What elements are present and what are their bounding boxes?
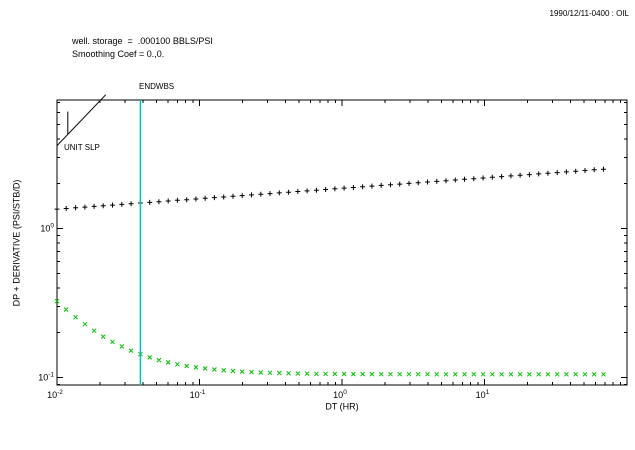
svg-text:10-2: 10-2 [47, 389, 63, 400]
svg-text:10-1: 10-1 [190, 389, 206, 400]
svg-text:100: 100 [40, 223, 54, 234]
timestamp-label: 1990/12/11-0400 : OIL [549, 9, 629, 18]
endwbs-label: ENDWBS [139, 82, 175, 91]
wellbore-storage-label: well. storage = .000100 BBLS/PSI [72, 36, 213, 46]
svg-text:10-1: 10-1 [38, 371, 54, 382]
svg-text:101: 101 [476, 389, 490, 400]
unit-slope-label: UNIT SLP [64, 143, 100, 152]
y-axis-title: DP + DERIVATIVE (PSI/STB/D) [11, 179, 22, 307]
svg-text:100: 100 [333, 389, 347, 400]
smoothing-coef-label: Smoothing Coef = 0.,0. [72, 49, 165, 59]
x-axis-title: DT (HR) [325, 401, 359, 412]
